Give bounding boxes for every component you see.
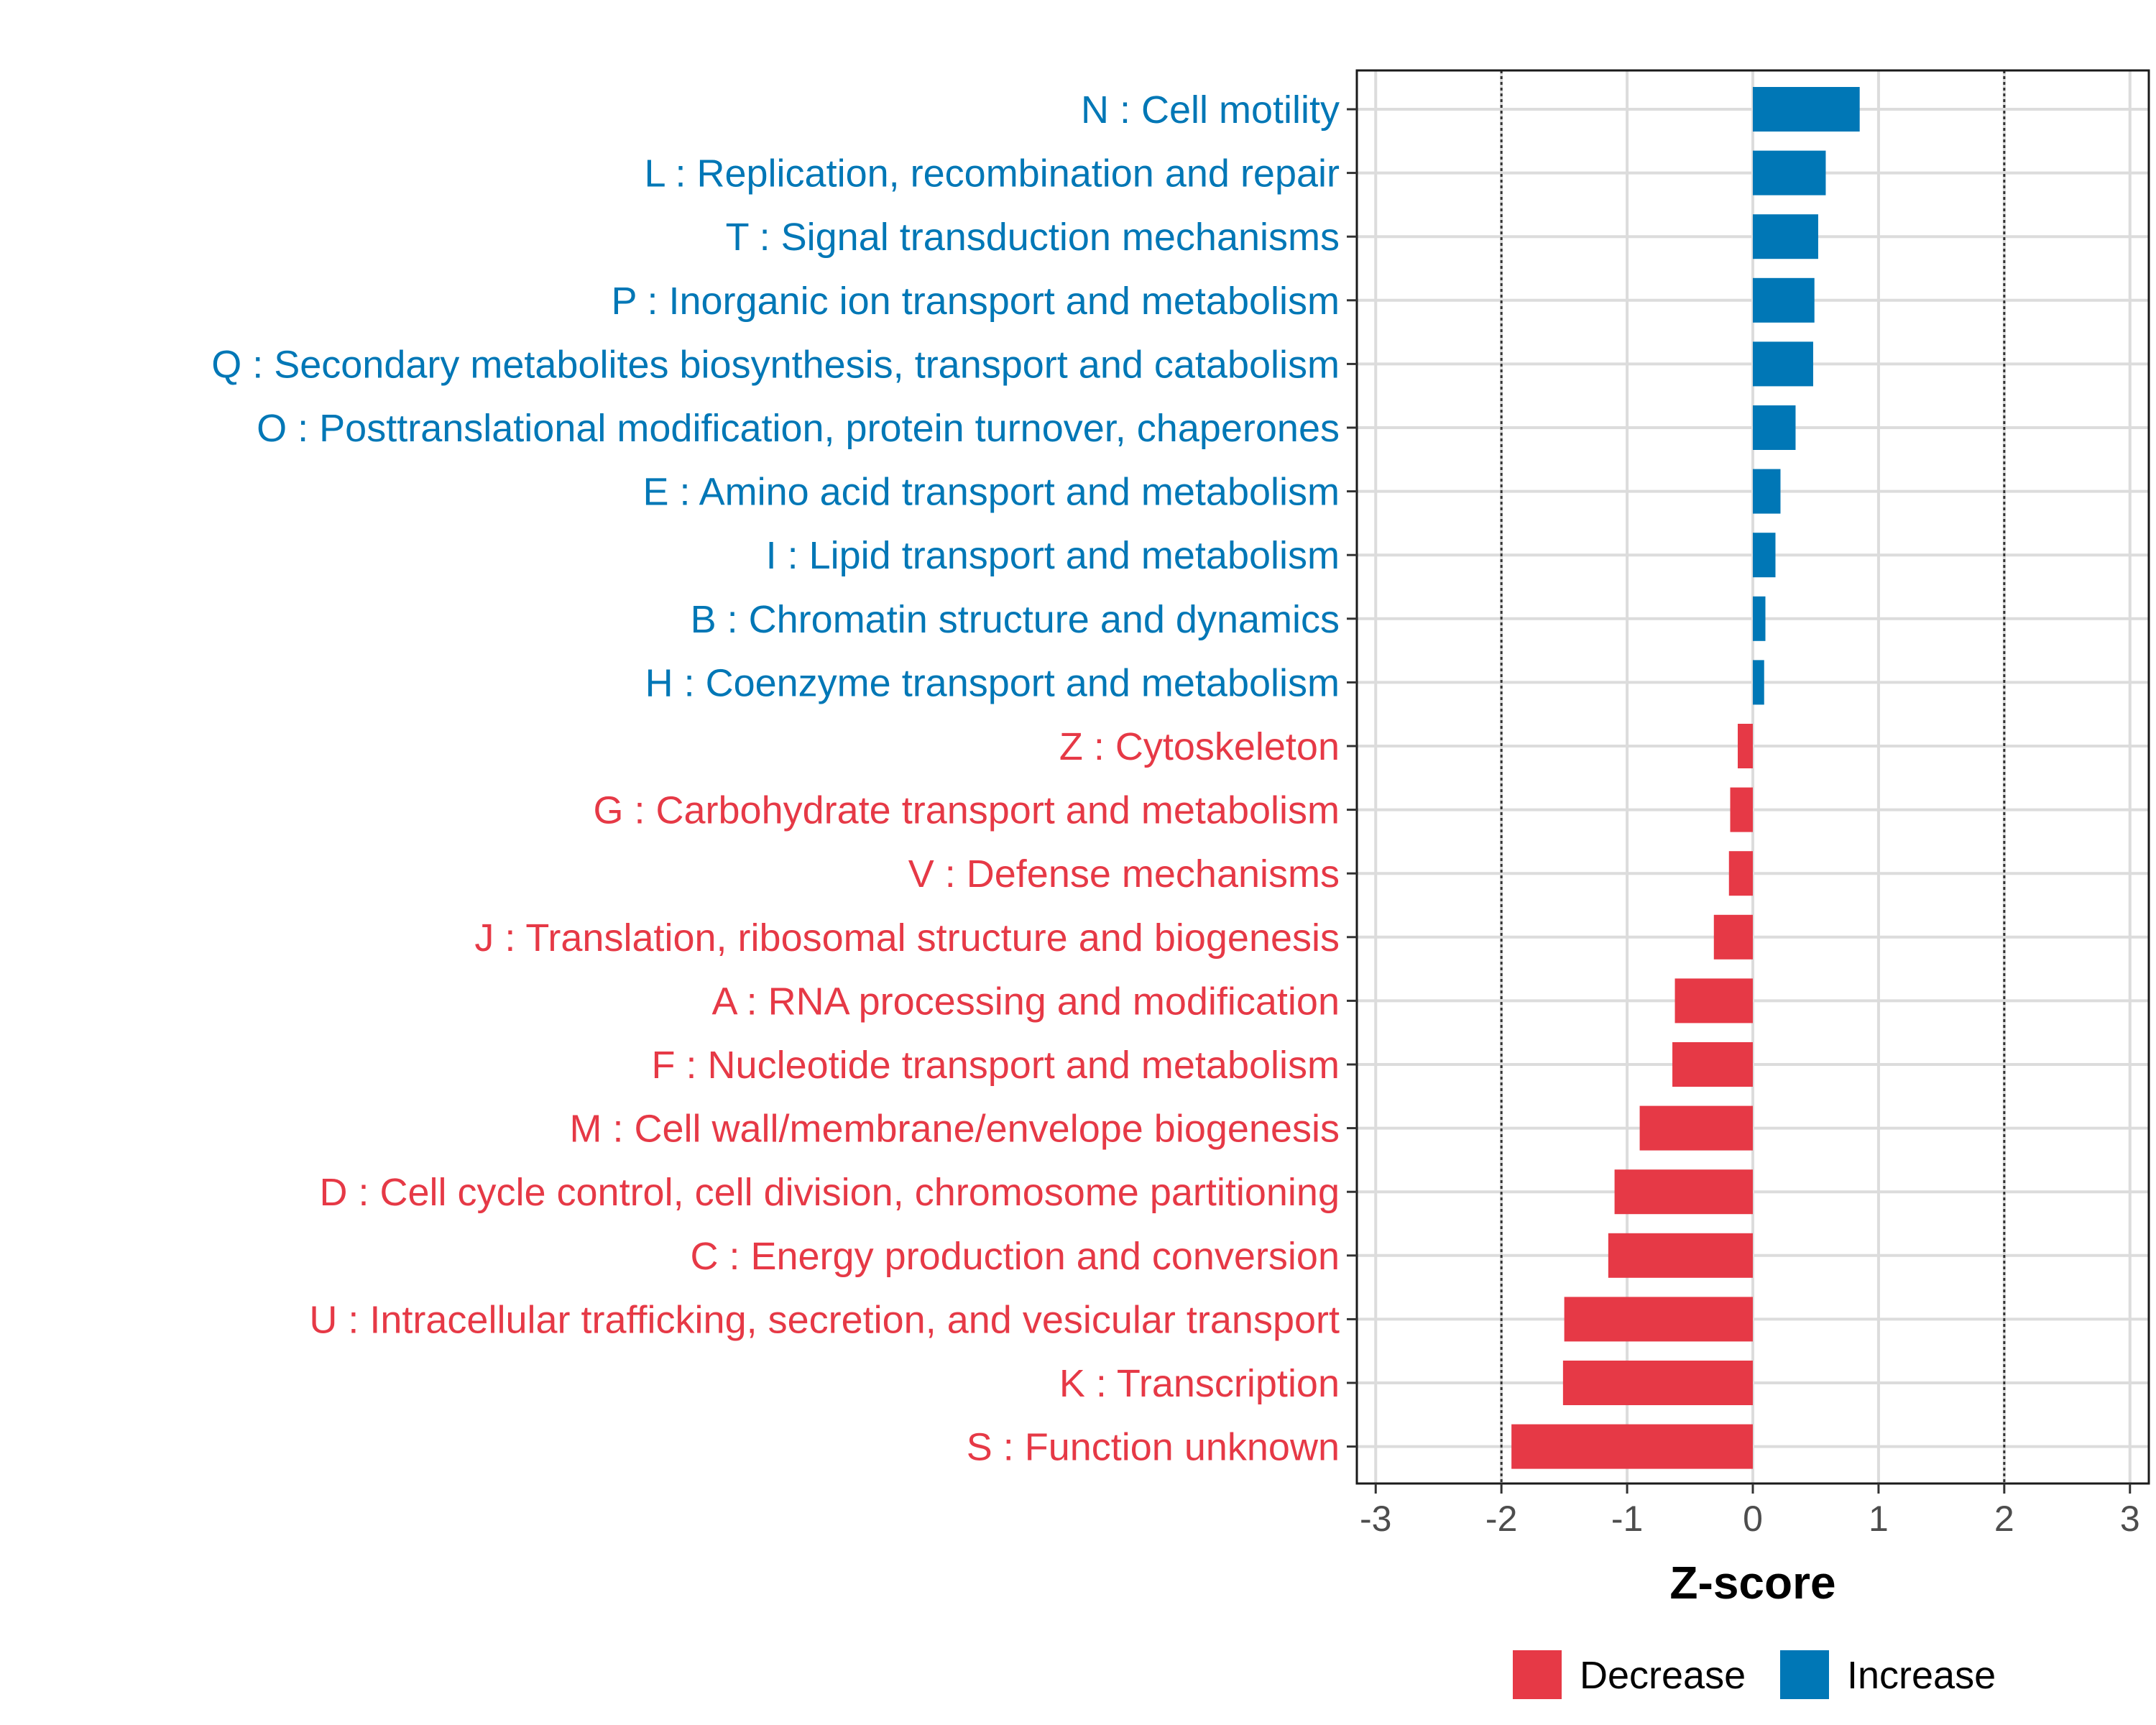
category-label: V : Defense mechanisms (908, 852, 1340, 896)
category-label: D : Cell cycle control, cell division, c… (319, 1171, 1340, 1214)
legend-swatch (1780, 1650, 1829, 1699)
category-label: C : Energy production and conversion (690, 1235, 1340, 1278)
category-label: S : Function unknown (967, 1426, 1340, 1469)
category-label: P : Inorganic ion transport and metaboli… (611, 280, 1340, 323)
bars (1511, 87, 1860, 1469)
category-label: F : Nucleotide transport and metabolism (652, 1044, 1340, 1087)
x-tick-label: 3 (2120, 1499, 2140, 1539)
bar (1730, 787, 1753, 832)
category-label: E : Amino acid transport and metabolism (643, 471, 1340, 514)
category-label: I : Lipid transport and metabolism (766, 534, 1340, 577)
category-label: G : Carbohydrate transport and metabolis… (594, 789, 1340, 832)
x-tick-label: 0 (1743, 1499, 1763, 1539)
bar (1753, 87, 1860, 132)
bar (1753, 150, 1826, 196)
bar (1753, 469, 1781, 514)
x-axis-title: Z-score (1669, 1557, 1835, 1609)
category-label: K : Transcription (1059, 1362, 1340, 1405)
category-label: U : Intracellular trafficking, secretion… (309, 1298, 1340, 1341)
bar (1738, 724, 1753, 768)
bar (1672, 1042, 1753, 1087)
category-label: J : Translation, ribosomal structure and… (474, 916, 1340, 960)
x-tick-label: -3 (1360, 1499, 1391, 1539)
bar (1753, 341, 1813, 387)
bar (1753, 596, 1766, 641)
bar (1713, 914, 1753, 960)
bar (1639, 1105, 1753, 1151)
bar (1753, 533, 1776, 578)
x-tick-label: -2 (1485, 1499, 1517, 1539)
category-label: Z : Cytoskeleton (1059, 725, 1340, 768)
category-label: A : RNA processing and modification (712, 980, 1340, 1023)
category-label: B : Chromatin structure and dynamics (691, 598, 1340, 641)
x-tick-label: -1 (1611, 1499, 1643, 1539)
bar (1511, 1424, 1753, 1469)
bar (1753, 277, 1815, 323)
bar (1608, 1233, 1753, 1278)
bar (1753, 214, 1818, 259)
y-axis-ticks (1347, 108, 1357, 1448)
legend-label: Increase (1847, 1654, 1996, 1697)
category-label: Q : Secondary metabolites biosynthesis, … (211, 343, 1340, 386)
legend: Decrease Increase (1513, 1650, 1996, 1699)
x-axis-ticks: -3 -2 -1 0 1 2 3 (1360, 1484, 2140, 1539)
bar (1564, 1297, 1753, 1342)
category-label: O : Posttranslational modification, prot… (257, 407, 1340, 450)
legend-swatch (1513, 1650, 1562, 1699)
category-label: L : Replication, recombination and repai… (644, 152, 1340, 196)
bar (1614, 1169, 1753, 1215)
category-label: T : Signal transduction mechanisms (726, 216, 1340, 259)
bar (1562, 1361, 1753, 1405)
bar (1674, 978, 1753, 1024)
bar (1753, 660, 1764, 705)
x-tick-label: 1 (1869, 1499, 1889, 1539)
bar (1753, 405, 1796, 450)
category-label: N : Cell motility (1081, 88, 1340, 132)
bar (1728, 851, 1753, 896)
y-axis-category-labels: N : Cell motility L : Replication, recomb… (211, 88, 1340, 1469)
category-label: M : Cell wall/membrane/envelope biogenes… (569, 1108, 1340, 1151)
legend-label: Decrease (1580, 1654, 1746, 1697)
x-tick-label: 2 (1994, 1499, 2014, 1539)
category-label: H : Coenzyme transport and metabolism (645, 661, 1340, 704)
